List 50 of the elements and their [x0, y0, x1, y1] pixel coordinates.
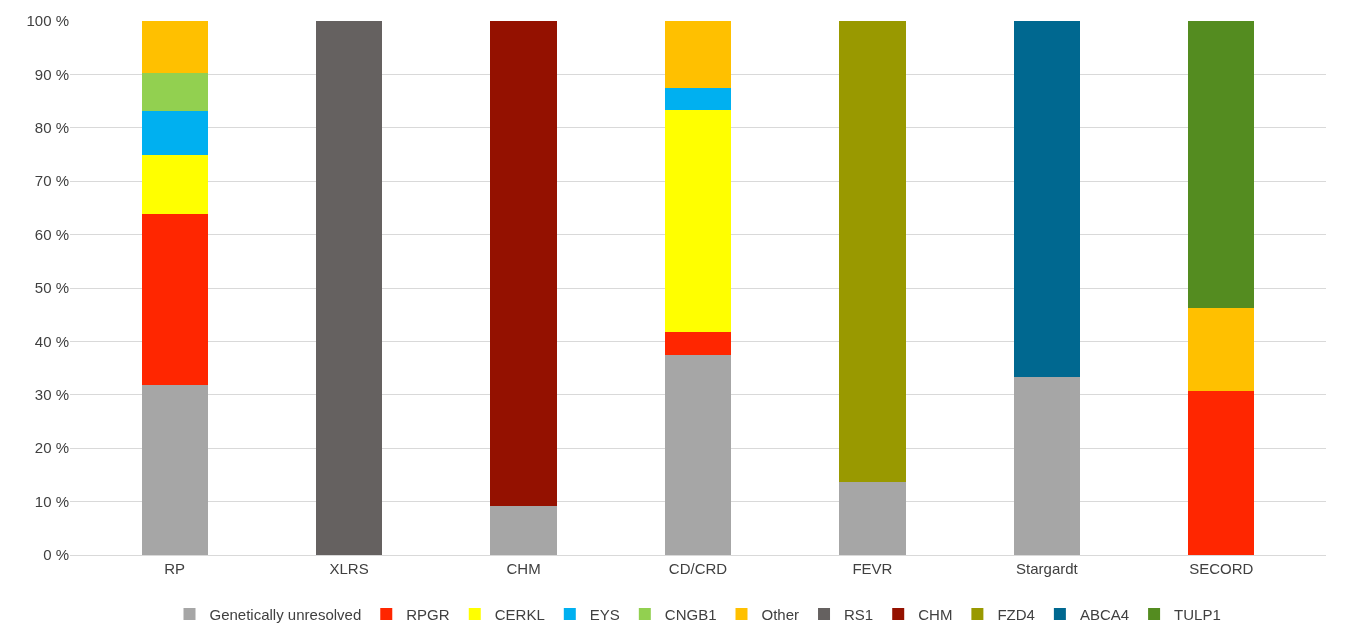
bar [664, 332, 732, 355]
legend-label: CHM [918, 605, 953, 623]
legend-label: CERKL [494, 605, 545, 623]
bar [141, 73, 208, 111]
bar [490, 506, 557, 555]
y-tick-label: 100 % [26, 12, 69, 30]
legend-label: TULP1 [1174, 605, 1221, 623]
bar [490, 21, 557, 507]
bar [664, 110, 732, 333]
y-tick-label: 80 % [34, 119, 69, 137]
bar [141, 21, 208, 74]
x-tick-label: CHM [506, 560, 541, 577]
y-tick-label: 90 % [34, 65, 69, 83]
legend-label: CNGB1 [664, 605, 717, 623]
y-tick-label: 40 % [34, 332, 69, 350]
legend-label: Genetically unresolved [209, 605, 362, 623]
legend-label: EYS [589, 605, 620, 623]
y-tick-label: 60 % [34, 225, 69, 243]
bar [1188, 308, 1255, 391]
y-tick-label: 0 % [43, 546, 69, 564]
bar [664, 87, 732, 111]
y-tick-label: 70 % [34, 172, 69, 190]
bar [1013, 377, 1081, 555]
bar [664, 21, 732, 88]
bar [141, 384, 208, 555]
y-tick-label: 10 % [34, 492, 69, 510]
x-tick-label: FEVR [852, 560, 893, 577]
bar [1188, 21, 1255, 309]
legend-label: Other [761, 605, 800, 623]
x-tick-label: XLRS [329, 560, 369, 577]
legend-label: ABCA4 [1079, 605, 1130, 623]
bar [664, 354, 732, 555]
legend-label: RPGR [406, 605, 450, 623]
y-tick-label: 20 % [34, 439, 69, 457]
x-tick-label: SECORD [1189, 560, 1254, 577]
y-tick-label: 50 % [34, 279, 69, 297]
bar [1013, 21, 1081, 378]
legend-label: FZD4 [997, 605, 1035, 623]
x-tick-label: CD/CRD [668, 560, 728, 577]
y-tick-label: 30 % [34, 386, 69, 404]
bar [315, 21, 383, 555]
x-tick-label: RP [164, 560, 186, 577]
bar [1188, 390, 1255, 555]
bar [839, 21, 906, 483]
x-tick-label: Stargardt [1016, 560, 1079, 577]
legend-label: RS1 [844, 605, 874, 623]
bar [141, 110, 208, 156]
bar [839, 482, 906, 555]
bar [141, 214, 208, 385]
bar [141, 155, 208, 215]
